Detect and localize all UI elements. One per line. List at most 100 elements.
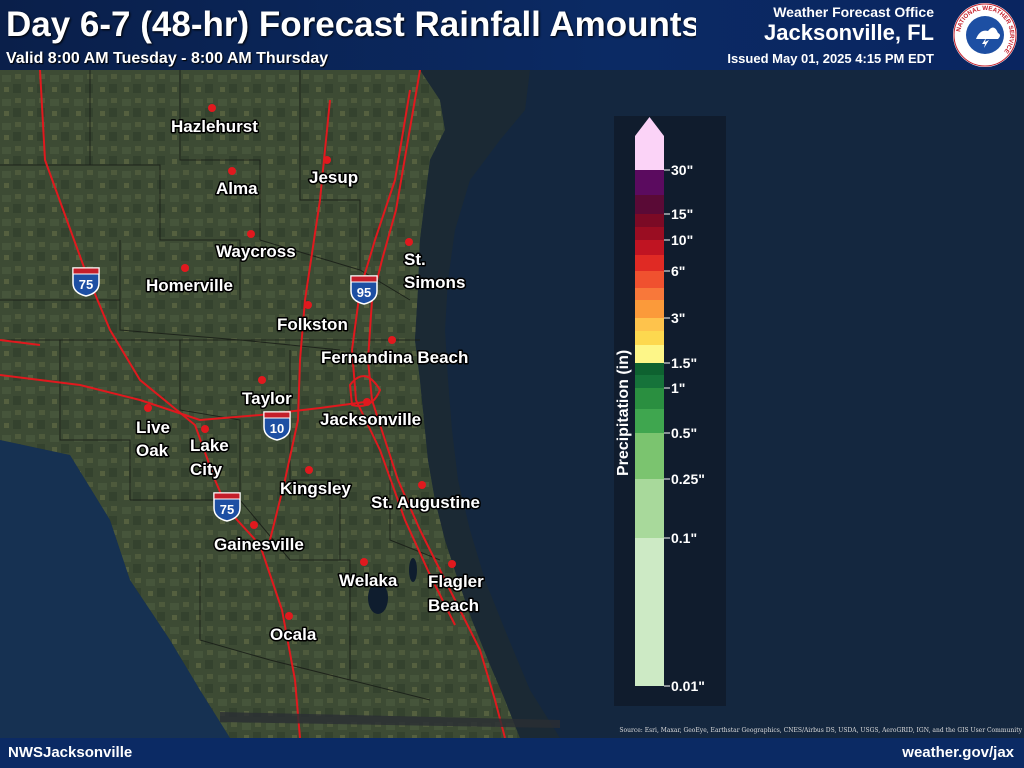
city-label: Hazlehurst (171, 117, 258, 136)
city-live-oak[interactable]: Live Oak (135, 404, 172, 462)
city-kingsley[interactable]: Kingsley (279, 466, 353, 500)
header-bar: Day 6-7 (48-hr) Forecast Rainfall Amount… (0, 0, 1024, 70)
city-alma[interactable]: Alma (215, 167, 260, 200)
legend-bin (635, 195, 664, 214)
city-label: Jacksonville (320, 410, 421, 429)
city-ocala[interactable]: Ocala (269, 612, 318, 646)
legend-tick-label: 30" (671, 162, 693, 178)
interstate-shield-i75-north: 75 (72, 267, 100, 297)
city-label: Folkston (277, 315, 348, 334)
legend-bin (635, 433, 664, 479)
city-label: Waycross (216, 242, 296, 261)
legend-tick-label: 10" (671, 232, 693, 248)
interstate-shield-i75-south: 75 (213, 492, 241, 522)
precip-legend: 0.01" 0.1" 0.25" 0.5" 1" 1.5" 3" 6" 10" 15" 30" Pr… (614, 116, 726, 706)
shield-icon (350, 275, 378, 305)
nws-seal-icon[interactable]: NATIONAL WEATHER SERVICE (952, 2, 1018, 68)
city-marker-icon (448, 560, 456, 568)
legend-bin (635, 409, 664, 433)
city-marker-icon (304, 301, 312, 309)
city-markers: Hazlehurst Alma Jesup Waycross St. Simons Home… (135, 104, 486, 646)
legend-bin (635, 388, 664, 409)
city-marker-icon (418, 481, 426, 489)
legend-tick-label: 1.5" (671, 355, 697, 371)
haze-band (220, 712, 560, 728)
major-roads (0, 70, 506, 738)
city-label: Homerville (146, 276, 233, 295)
city-label: Live (136, 418, 170, 437)
city-st-simons[interactable]: St. Simons (403, 238, 467, 294)
city-welaka[interactable]: Welaka (338, 558, 399, 592)
legend-color-bins (635, 117, 664, 686)
legend-bin (635, 227, 664, 240)
city-label: Fernandina Beach (321, 348, 468, 367)
legend-tick-label: 0.01" (671, 678, 705, 694)
city-gainesville[interactable]: Gainesville (213, 521, 305, 556)
city-label: Taylor (242, 389, 292, 408)
city-homerville[interactable]: Homerville (145, 264, 234, 297)
legend-bin (635, 479, 664, 538)
city-taylor[interactable]: Taylor (241, 376, 294, 410)
city-label: Lake (190, 436, 229, 455)
legend-bin (635, 375, 664, 388)
city-label: Gainesville (214, 535, 304, 554)
city-fernandina-beach[interactable]: Fernandina Beach (320, 336, 470, 369)
city-label: City (190, 460, 223, 479)
legend-tick-label: 0.5" (671, 425, 697, 441)
shield-number: 95 (357, 285, 371, 300)
shield-icon (263, 411, 291, 441)
city-jacksonville[interactable]: Jacksonville (319, 398, 423, 431)
city-label: Welaka (339, 571, 398, 590)
legend-tick-label: 0.1" (671, 530, 697, 546)
city-marker-icon (388, 336, 396, 344)
city-marker-icon (363, 398, 371, 406)
city-marker-icon (285, 612, 293, 620)
legend-tick-label: 0.25" (671, 471, 705, 487)
city-label: Flagler (428, 572, 484, 591)
coastal-road (0, 339, 41, 346)
city-waycross[interactable]: Waycross (215, 230, 297, 263)
city-label: St. (404, 250, 426, 269)
shield-icon (72, 267, 100, 297)
legend-tick-label: 15" (671, 206, 693, 222)
city-marker-icon (360, 558, 368, 566)
interstate-shield-i95: 95 (350, 275, 378, 305)
office-name: Jacksonville, FL (764, 20, 934, 45)
county-lines (0, 70, 441, 701)
legend-tick-label: 3" (671, 310, 685, 326)
us301-route (269, 99, 331, 541)
map-attribution: Source: Esri, Maxar, GeoEye, Earthstar G… (619, 727, 1022, 734)
city-jesup[interactable]: Jesup (308, 156, 360, 189)
shield-number: 10 (270, 421, 284, 436)
us1-route (351, 89, 456, 626)
website-link[interactable]: weather.gov/jax (902, 744, 1014, 761)
city-marker-icon (405, 238, 413, 246)
legend-bin (635, 170, 664, 195)
city-folkston[interactable]: Folkston (276, 301, 349, 336)
legend-bin (635, 214, 664, 227)
city-marker-icon (181, 264, 189, 272)
legend-bin (635, 538, 664, 686)
gulf-water (0, 440, 230, 738)
beltway (349, 375, 381, 407)
social-handle[interactable]: NWSJacksonville (8, 744, 133, 761)
legend-bin (635, 255, 664, 271)
forecast-coverage-edge (415, 70, 560, 738)
city-st-augustine[interactable]: St. Augustine (370, 481, 481, 514)
legend-tick-label: 1" (671, 380, 685, 396)
city-lake-city[interactable]: Lake City (189, 425, 230, 481)
city-label: Oak (136, 441, 169, 460)
city-flagler-beach[interactable]: Flagler Beach (427, 560, 486, 617)
city-marker-icon (247, 230, 255, 238)
city-marker-icon (201, 425, 209, 433)
issued-time: Issued May 01, 2025 4:15 PM EDT (727, 51, 934, 66)
city-marker-icon (228, 167, 236, 175)
land-mass (0, 70, 520, 738)
city-label: Beach (428, 596, 479, 615)
city-marker-icon (258, 376, 266, 384)
city-label: Alma (216, 179, 258, 198)
city-hazlehurst[interactable]: Hazlehurst (170, 104, 260, 138)
city-label: Ocala (270, 625, 317, 644)
office-label: Weather Forecast Office (773, 4, 934, 20)
